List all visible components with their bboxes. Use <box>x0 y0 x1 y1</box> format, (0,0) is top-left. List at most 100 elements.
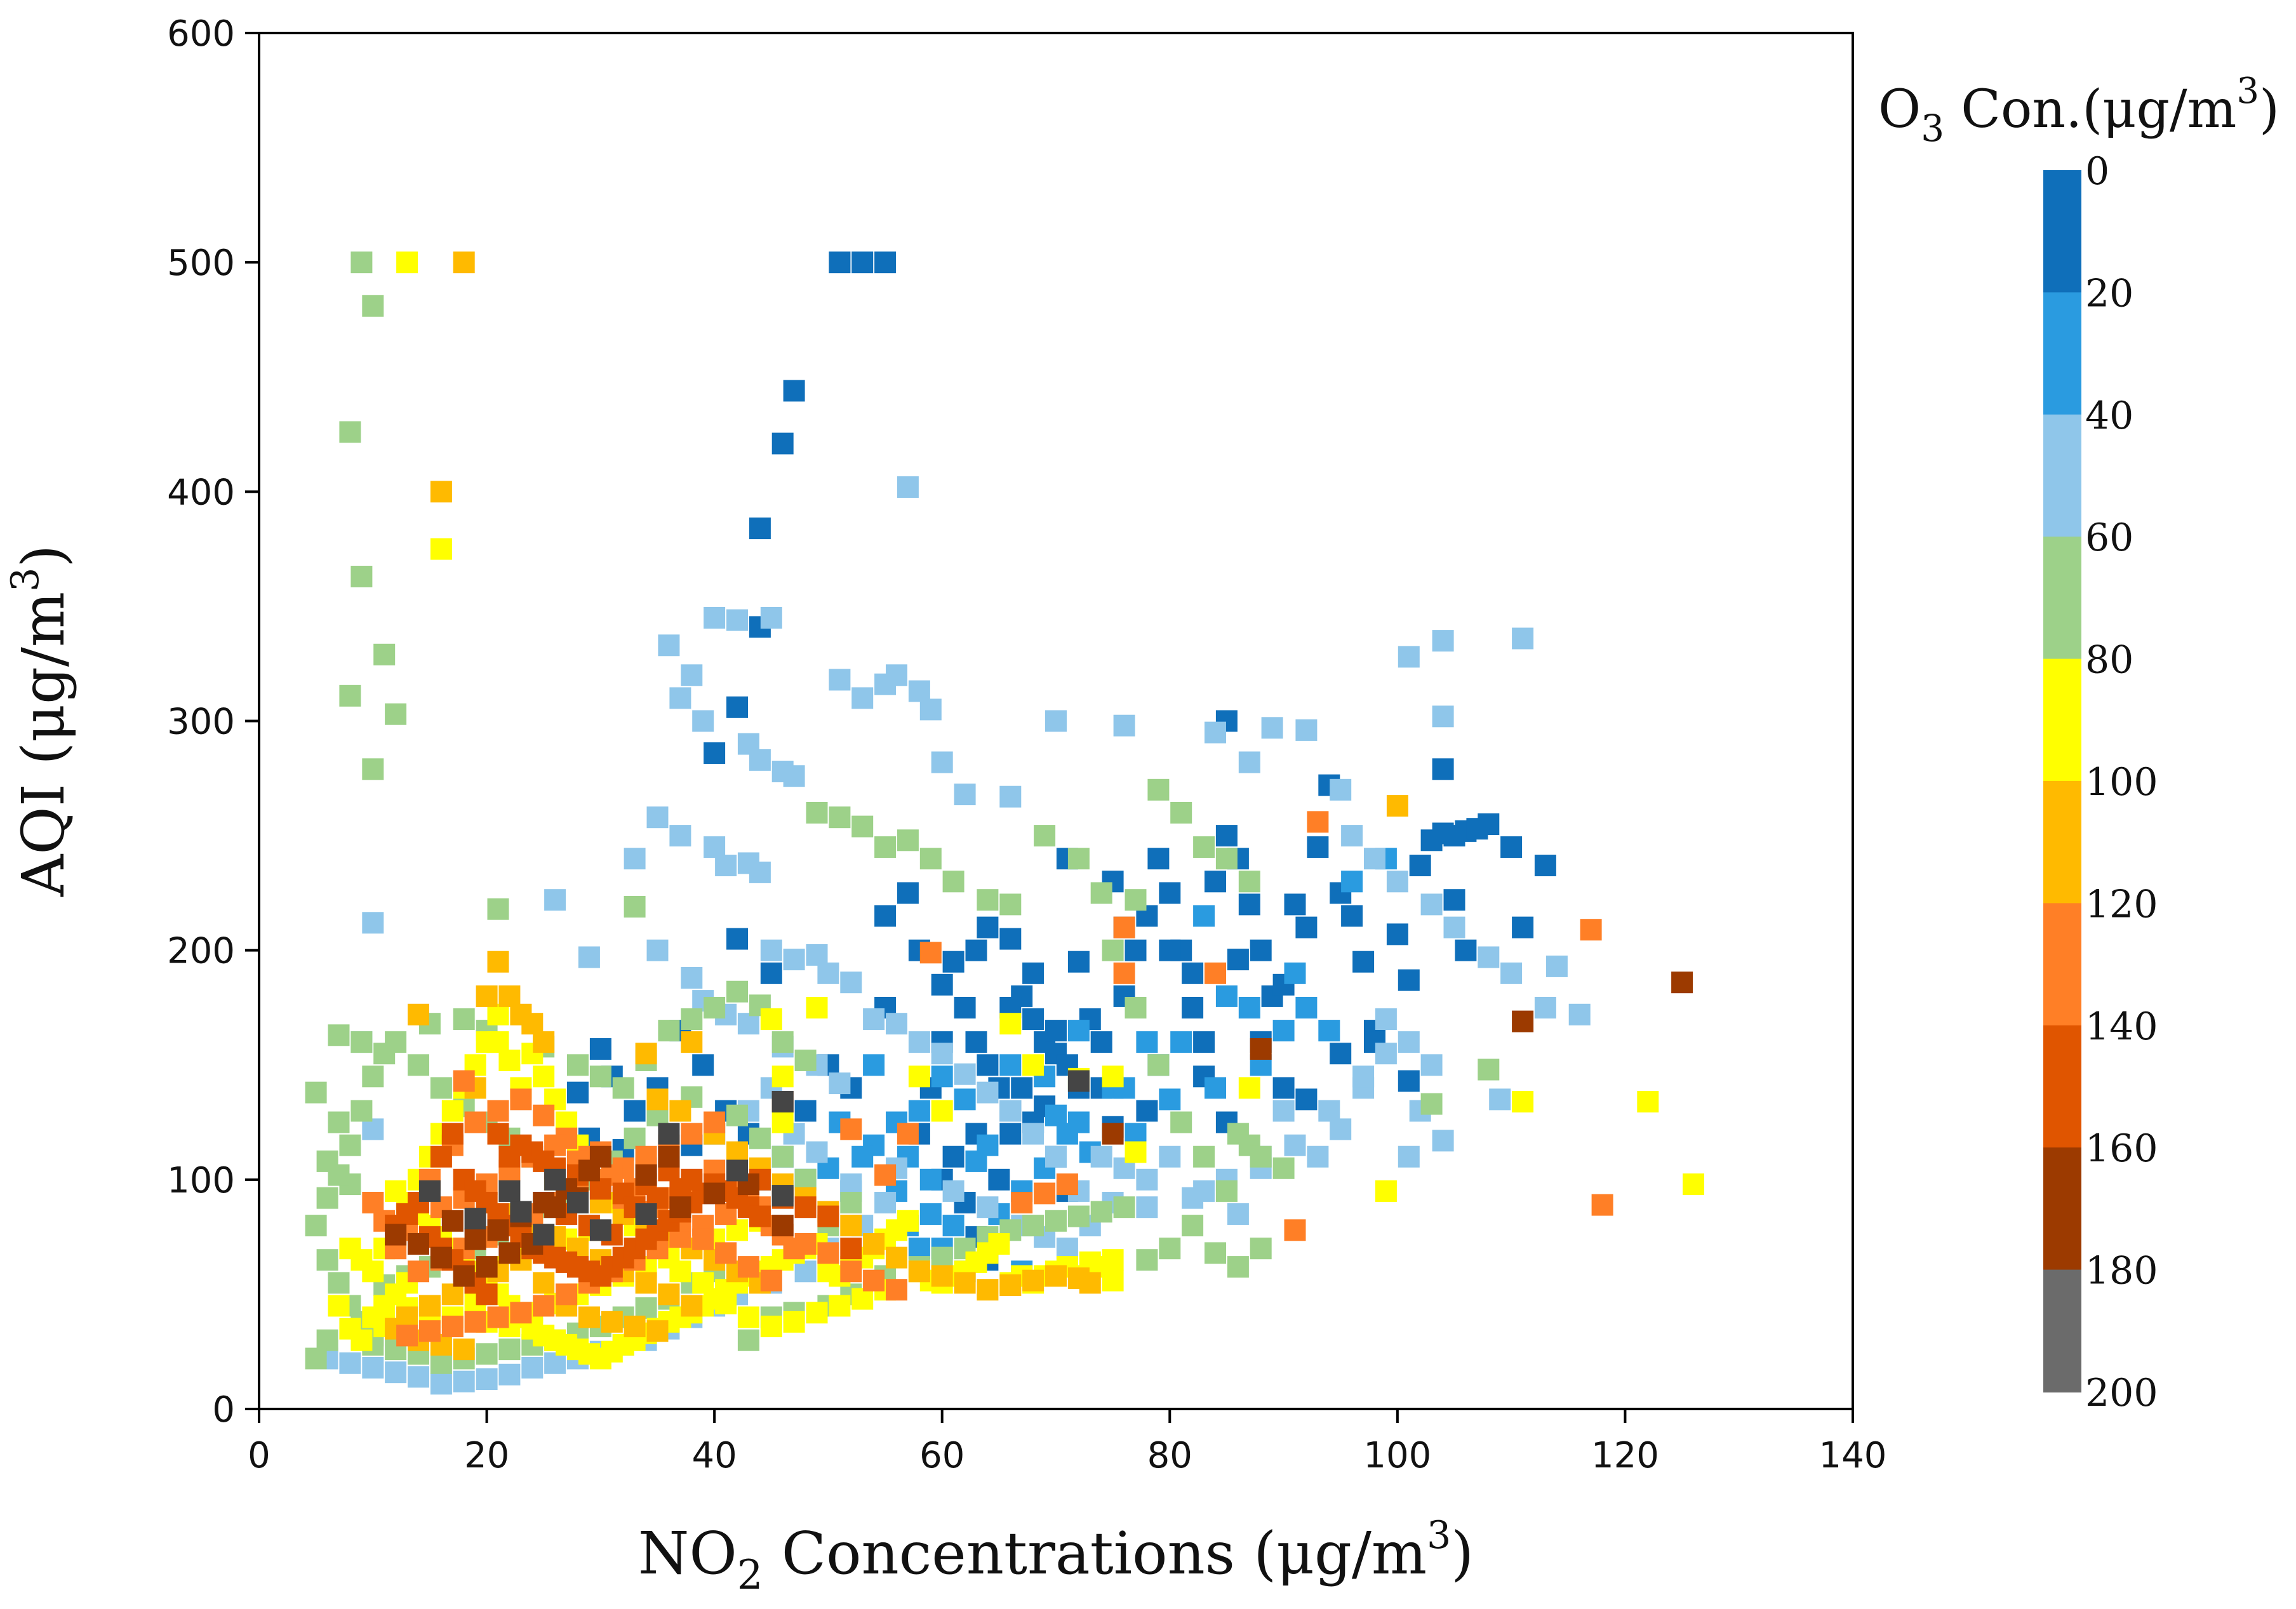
scatter-point <box>1090 1145 1112 1168</box>
scatter-point <box>498 1363 521 1385</box>
scatter-point <box>794 1260 817 1283</box>
scatter-point <box>1022 1123 1045 1145</box>
scatter-point <box>464 1111 486 1133</box>
scatter-point <box>886 664 907 686</box>
scatter-point <box>1534 855 1556 876</box>
scatter-point <box>1193 905 1215 927</box>
scatter-point <box>1011 1192 1033 1213</box>
scatter-point <box>1125 1123 1147 1145</box>
scatter-point <box>339 421 361 443</box>
x-tick-label: 120 <box>1591 1435 1659 1476</box>
scatter-point <box>726 1159 748 1182</box>
scatter-point <box>430 1246 452 1269</box>
scatter-point <box>476 1256 498 1278</box>
scatter-point <box>1307 836 1329 858</box>
scatter-point <box>1568 1003 1591 1025</box>
scatter-point <box>1478 1058 1500 1081</box>
scatter-point <box>749 1127 771 1149</box>
scatter-point <box>487 1306 509 1328</box>
scatter-point <box>544 889 566 911</box>
scatter-point <box>1341 905 1363 927</box>
scatter-point <box>942 871 964 893</box>
scatter-point <box>1022 1269 1045 1292</box>
scatter-point <box>1205 1242 1226 1264</box>
scatter-point <box>1215 985 1238 1007</box>
scatter-point <box>999 785 1022 808</box>
scatter-point <box>1420 1093 1443 1115</box>
scatter-point <box>977 1196 999 1218</box>
scatter-point <box>521 1013 544 1035</box>
scatter-point <box>851 1288 874 1310</box>
scatter-point <box>510 1088 532 1111</box>
scatter-point <box>1182 962 1204 984</box>
scatter-point <box>362 1192 384 1213</box>
scatter-point <box>1364 848 1385 870</box>
scatter-point <box>498 985 521 1007</box>
scatter-point <box>704 607 726 629</box>
scatter-point <box>350 251 373 274</box>
scatter-point <box>1330 1043 1352 1065</box>
scatter-point <box>408 1366 429 1388</box>
y-tick-label: 400 <box>167 472 235 513</box>
scatter-point <box>487 1100 509 1122</box>
scatter-point <box>806 1302 828 1324</box>
scatter-point <box>669 1196 691 1218</box>
scatter-point <box>726 928 748 950</box>
scatter-point <box>942 1180 964 1202</box>
scatter-point <box>1045 1265 1067 1287</box>
scatter-point <box>794 1050 817 1071</box>
scatter-point <box>635 1297 657 1319</box>
colorbar-title-close: ) <box>2259 79 2279 140</box>
scatter-point <box>692 1272 714 1294</box>
scatter-point <box>1238 871 1260 893</box>
scatter-point <box>942 1215 964 1237</box>
scatter-point <box>328 1295 350 1317</box>
scatter-point <box>942 951 964 973</box>
scatter-point <box>476 1343 498 1365</box>
scatter-point <box>1159 939 1181 961</box>
scatter-point <box>840 971 862 994</box>
scatter-point <box>829 669 851 691</box>
colorbar-segment <box>2043 1147 2081 1271</box>
scatter-point <box>533 1104 555 1126</box>
scatter-point <box>408 1233 429 1255</box>
scatter-point <box>783 1311 805 1333</box>
scatter-point <box>886 1279 907 1301</box>
scatter-point <box>658 1020 680 1042</box>
scatter-point <box>1512 627 1534 650</box>
scatter-point <box>533 1065 555 1088</box>
scatter-point <box>760 607 782 629</box>
scatter-point <box>919 698 942 721</box>
scatter-point <box>783 765 805 787</box>
scatter-point <box>681 1008 703 1030</box>
scatter-point <box>1443 916 1465 938</box>
scatter-point <box>635 1164 657 1186</box>
x-axis-title-main: NO <box>638 1519 737 1587</box>
scatter-point <box>339 1238 361 1260</box>
scatter-point <box>533 1224 555 1246</box>
scatter-point <box>339 1318 361 1340</box>
scatter-point <box>487 1219 509 1241</box>
scatter-point <box>339 1352 361 1374</box>
scatter-point <box>1330 1118 1352 1140</box>
scatter-point <box>464 1208 486 1230</box>
scatter-point <box>1683 1173 1704 1196</box>
scatter-point <box>350 1100 373 1122</box>
scatter-point <box>1159 1145 1181 1168</box>
colorbar-label: 160 <box>2085 1126 2158 1171</box>
scatter-point <box>771 432 794 455</box>
scatter-point <box>350 1031 373 1053</box>
colorbar-label: 40 <box>2085 394 2133 438</box>
scatter-point <box>1170 1031 1192 1053</box>
scatter-point <box>1375 1043 1397 1065</box>
scatter-point <box>373 643 396 665</box>
scatter-point <box>1193 1145 1215 1168</box>
scatter-point <box>954 1063 976 1085</box>
scatter-point <box>726 1141 748 1163</box>
scatter-point <box>669 1100 691 1122</box>
scatter-point <box>1147 778 1170 801</box>
x-axis-title-close: ) <box>1451 1519 1474 1587</box>
scatter-point <box>1102 1269 1124 1292</box>
scatter-point <box>897 1123 919 1145</box>
scatter-point <box>829 1072 851 1095</box>
